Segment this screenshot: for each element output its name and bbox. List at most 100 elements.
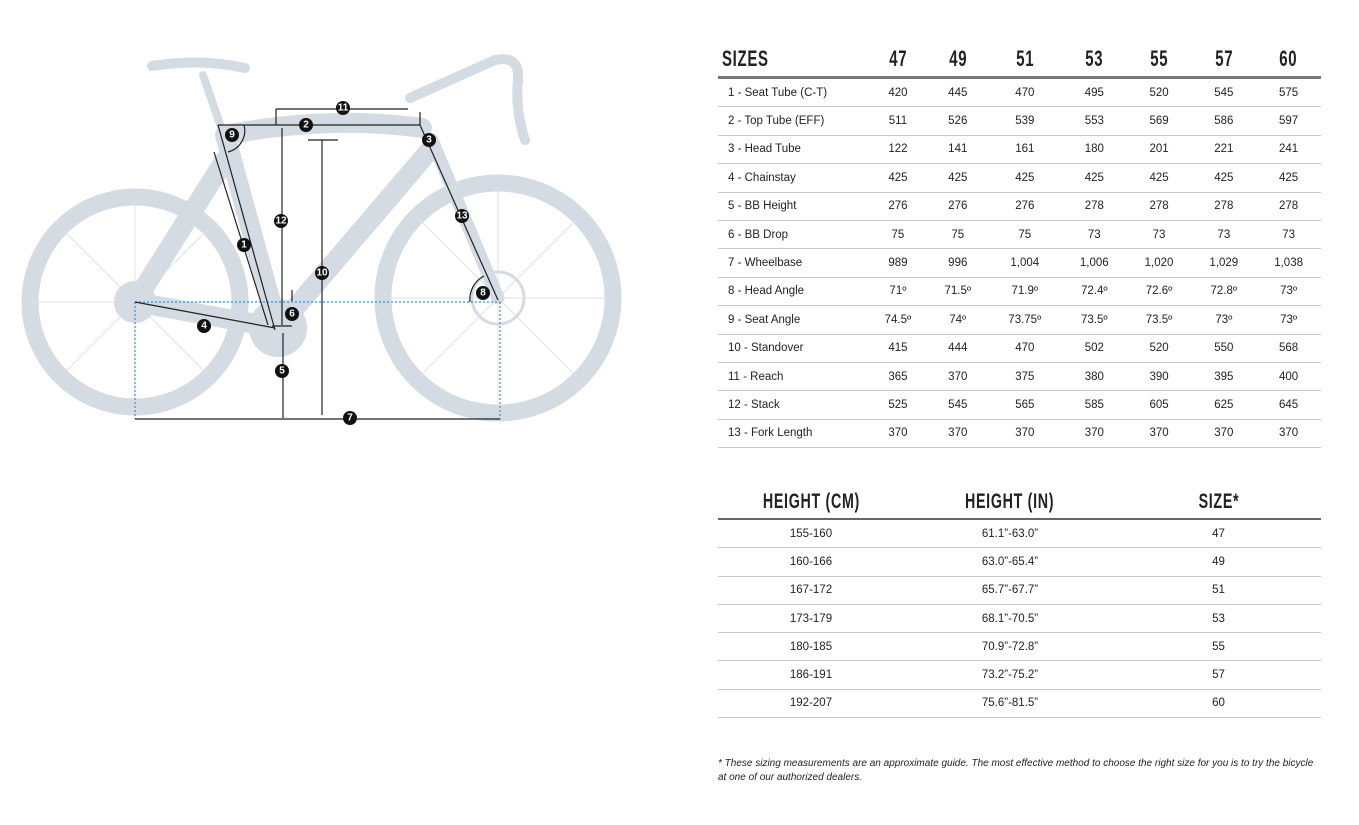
measurement-value: 72.8º <box>1191 277 1257 307</box>
marker-5: 5 <box>275 364 289 378</box>
height-in-cell: 68.1”-70.5” <box>904 604 1116 634</box>
measurement-value: 625 <box>1191 390 1257 420</box>
measurement-value: 278 <box>1191 192 1257 221</box>
measurement-label: 8 - Head Angle <box>718 277 868 307</box>
measurement-value: 470 <box>987 77 1062 108</box>
measurement-value: 425 <box>927 163 988 193</box>
table-row: 180-185 70.9”-72.8” 55 <box>718 632 1321 662</box>
size-header: 47 <box>868 42 928 79</box>
dimension-lines <box>134 108 500 420</box>
marker-3: 3 <box>422 133 436 147</box>
svg-text:10: 10 <box>316 268 328 279</box>
frame <box>125 112 440 338</box>
measurement-value: 75 <box>868 220 928 250</box>
measurement-label: 7 - Wheelbase <box>718 248 868 278</box>
svg-text:1: 1 <box>241 240 247 251</box>
measurement-value: 645 <box>1256 390 1321 420</box>
measurement-value: 425 <box>868 163 928 193</box>
height-in-header: HEIGHT (IN) <box>904 485 1116 520</box>
measurement-value: 370 <box>1061 419 1127 449</box>
size-header: 60 <box>1256 42 1321 79</box>
measurement-value: 1,004 <box>987 248 1062 278</box>
svg-text:2: 2 <box>303 120 309 131</box>
measurement-value: 73 <box>1126 220 1192 250</box>
measurement-value: 201 <box>1126 135 1192 165</box>
height-in-cell: 63.0”-65.4” <box>904 547 1116 577</box>
table-row: 3 - Head Tube 122 141 161 180 201 221 241 <box>718 135 1321 165</box>
measurement-value: 370 <box>1126 419 1192 449</box>
size-cell: 60 <box>1116 689 1321 719</box>
size-cell: 57 <box>1116 660 1321 690</box>
svg-text:4: 4 <box>201 321 207 332</box>
measurement-value: 444 <box>927 334 988 363</box>
table-row: 186-191 73.2”-75.2” 57 <box>718 660 1321 690</box>
measurement-value: 425 <box>987 163 1062 193</box>
size-header: SIZE* <box>1116 485 1321 520</box>
measurement-value: 73 <box>1256 220 1321 250</box>
size-header: 49 <box>927 42 988 79</box>
measurement-value: 73º <box>1256 277 1321 307</box>
svg-text:6: 6 <box>289 309 295 320</box>
marker-9: 9 <box>225 128 239 142</box>
size-cell: 51 <box>1116 576 1321 605</box>
size-header: 57 <box>1191 42 1257 79</box>
table-row: 9 - Seat Angle 74.5º 74º 73.75º 73.5º 73.5º 73… <box>718 305 1321 335</box>
measurement-value: 75 <box>927 220 988 250</box>
measurement-value: 502 <box>1061 334 1127 363</box>
measurement-value: 73.75º <box>987 305 1062 335</box>
size-header: 51 <box>987 42 1062 79</box>
marker-2: 2 <box>299 118 313 132</box>
chainring <box>249 299 307 357</box>
measurement-value: 445 <box>927 77 988 108</box>
measurement-value: 470 <box>987 334 1062 363</box>
measurement-value: 520 <box>1126 334 1192 363</box>
measurement-label: 2 - Top Tube (EFF) <box>718 106 868 136</box>
measurement-value: 526 <box>927 106 988 136</box>
table-row: 11 - Reach 365 370 375 380 390 395 400 <box>718 362 1321 392</box>
measurement-value: 539 <box>987 106 1062 136</box>
measurement-value: 420 <box>868 77 928 108</box>
measurement-value: 365 <box>868 362 928 392</box>
size-cell: 47 <box>1116 519 1321 549</box>
table-row: 12 - Stack 525 545 565 585 605 625 645 <box>718 390 1321 420</box>
front-wheel <box>374 174 622 422</box>
measurement-value: 73º <box>1191 305 1257 335</box>
table-row: 5 - BB Height 276 276 276 278 278 278 278 <box>718 192 1321 221</box>
measurement-value: 221 <box>1191 135 1257 165</box>
measurement-value: 597 <box>1256 106 1321 136</box>
measurement-value: 585 <box>1061 390 1127 420</box>
measurement-label: 9 - Seat Angle <box>718 305 868 335</box>
measurement-value: 400 <box>1256 362 1321 392</box>
table-row: 6 - BB Drop 75 75 75 73 73 73 73 <box>718 220 1321 250</box>
height-in-cell: 73.2”-75.2” <box>904 660 1116 690</box>
bike-geometry-diagram: 1 2 3 4 5 6 7 8 9 10 11 12 13 <box>21 54 622 425</box>
measurement-label: 4 - Chainstay <box>718 163 868 193</box>
measurement-value: 278 <box>1256 192 1321 221</box>
marker-11: 11 <box>336 101 350 115</box>
measurement-value: 1,038 <box>1256 248 1321 278</box>
measurement-label: 5 - BB Height <box>718 192 868 221</box>
svg-text:12: 12 <box>275 216 287 227</box>
measurement-value: 71º <box>868 277 928 307</box>
measurement-value: 73 <box>1061 220 1127 250</box>
height-in-cell: 61.1”-63.0” <box>904 519 1116 549</box>
measurement-label: 13 - Fork Length <box>718 419 868 449</box>
measurement-value: 520 <box>1126 77 1192 108</box>
svg-text:3: 3 <box>426 135 432 146</box>
table-row: 160-166 63.0”-65.4” 49 <box>718 547 1321 577</box>
marker-12: 12 <box>274 214 288 228</box>
measurement-value: 605 <box>1126 390 1192 420</box>
size-header: 55 <box>1126 42 1192 79</box>
marker-4: 4 <box>197 319 211 333</box>
measurement-value: 73 <box>1191 220 1257 250</box>
sizes-header: SIZES <box>718 42 868 79</box>
measurement-value: 511 <box>868 106 928 136</box>
measurement-value: 495 <box>1061 77 1127 108</box>
measurement-label: 1 - Seat Tube (C-T) <box>718 77 868 108</box>
measurement-value: 276 <box>987 192 1062 221</box>
measurement-value: 425 <box>1191 163 1257 193</box>
table-row: 1 - Seat Tube (C-T) 420 445 470 495 520 545 575 <box>718 77 1321 108</box>
brake-rotor <box>470 270 526 326</box>
table-row: 155-160 61.1”-63.0” 47 <box>718 519 1321 549</box>
height-cm-cell: 167-172 <box>718 576 904 605</box>
